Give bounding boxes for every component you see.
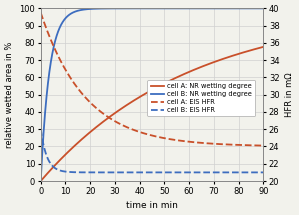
X-axis label: time in min: time in min (126, 201, 178, 210)
cell B: EIS HFR: (87.4, 21): EIS HFR: (87.4, 21) (255, 171, 259, 174)
cell A: EIS HFR: (70.9, 24.3): EIS HFR: (70.9, 24.3) (214, 143, 218, 145)
cell A: EIS HFR: (4.59, 36): EIS HFR: (4.59, 36) (50, 41, 54, 44)
Line: cell A: EIS HFR: cell A: EIS HFR (41, 13, 263, 146)
cell B: EIS HFR: (43.8, 21): EIS HFR: (43.8, 21) (147, 171, 151, 174)
cell A: EIS HFR: (90, 24.1): EIS HFR: (90, 24.1) (262, 144, 265, 147)
cell B: NR wetting degree: (87.3, 100): NR wetting degree: (87.3, 100) (255, 7, 259, 10)
cell B: NR wetting degree: (70.9, 100): NR wetting degree: (70.9, 100) (214, 7, 218, 10)
cell B: EIS HFR: (90, 21): EIS HFR: (90, 21) (262, 171, 265, 174)
cell A: EIS HFR: (87.4, 24.1): EIS HFR: (87.4, 24.1) (255, 144, 259, 147)
Line: cell B: NR wetting degree: cell B: NR wetting degree (41, 8, 263, 181)
cell B: NR wetting degree: (43.8, 100): NR wetting degree: (43.8, 100) (147, 7, 151, 10)
cell A: NR wetting degree: (87.4, 76.7): NR wetting degree: (87.4, 76.7) (255, 47, 259, 50)
cell A: EIS HFR: (87.3, 24.1): EIS HFR: (87.3, 24.1) (255, 144, 259, 147)
cell A: NR wetting degree: (70.9, 69.3): NR wetting degree: (70.9, 69.3) (214, 60, 218, 63)
Legend: cell A: NR wetting degree, cell B: NR wetting degree, cell A: EIS HFR, cell B: E: cell A: NR wetting degree, cell B: NR we… (147, 80, 255, 117)
Y-axis label: relative wetted area in %: relative wetted area in % (5, 41, 14, 148)
Y-axis label: HFR in mΩ: HFR in mΩ (285, 72, 294, 117)
cell A: NR wetting degree: (41.4, 49.8): NR wetting degree: (41.4, 49.8) (141, 94, 145, 96)
cell A: EIS HFR: (0, 39.5): EIS HFR: (0, 39.5) (39, 11, 42, 14)
cell B: EIS HFR: (89, 21): EIS HFR: (89, 21) (259, 171, 263, 174)
Line: cell A: NR wetting degree: cell A: NR wetting degree (41, 47, 263, 181)
cell B: EIS HFR: (70.9, 21): EIS HFR: (70.9, 21) (214, 171, 218, 174)
cell B: NR wetting degree: (41.4, 100): NR wetting degree: (41.4, 100) (141, 7, 145, 10)
cell A: EIS HFR: (43.8, 25.4): EIS HFR: (43.8, 25.4) (147, 134, 151, 136)
Line: cell B: EIS HFR: cell B: EIS HFR (41, 129, 263, 172)
cell A: NR wetting degree: (43.8, 51.8): NR wetting degree: (43.8, 51.8) (147, 90, 151, 93)
cell B: NR wetting degree: (4.59, 73.1): NR wetting degree: (4.59, 73.1) (50, 54, 54, 56)
cell A: NR wetting degree: (0, 0): NR wetting degree: (0, 0) (39, 180, 42, 182)
cell B: NR wetting degree: (0, 0): NR wetting degree: (0, 0) (39, 180, 42, 182)
cell B: EIS HFR: (0, 26): EIS HFR: (0, 26) (39, 128, 42, 131)
cell A: EIS HFR: (41.4, 25.6): EIS HFR: (41.4, 25.6) (141, 132, 145, 134)
cell B: NR wetting degree: (87.4, 100): NR wetting degree: (87.4, 100) (255, 7, 259, 10)
cell B: EIS HFR: (87.3, 21): EIS HFR: (87.3, 21) (255, 171, 259, 174)
cell A: NR wetting degree: (87.3, 76.7): NR wetting degree: (87.3, 76.7) (255, 47, 259, 50)
cell A: NR wetting degree: (4.59, 7.37): NR wetting degree: (4.59, 7.37) (50, 167, 54, 170)
cell B: NR wetting degree: (90, 100): NR wetting degree: (90, 100) (262, 7, 265, 10)
cell A: NR wetting degree: (90, 77.7): NR wetting degree: (90, 77.7) (262, 46, 265, 48)
cell B: EIS HFR: (4.59, 21.8): EIS HFR: (4.59, 21.8) (50, 164, 54, 167)
cell B: EIS HFR: (41.4, 21): EIS HFR: (41.4, 21) (141, 171, 145, 174)
